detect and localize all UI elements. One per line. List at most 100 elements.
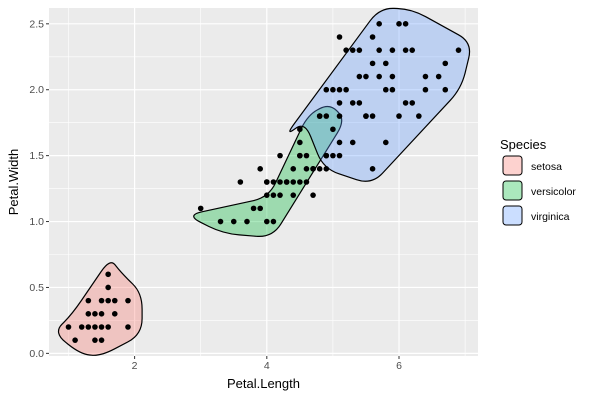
point-versicolor <box>217 218 224 225</box>
point-virginica <box>382 60 389 67</box>
point-virginica <box>455 47 462 53</box>
point-setosa <box>92 311 98 317</box>
legend-title: Species <box>500 137 547 152</box>
point-virginica <box>323 113 330 119</box>
point-setosa <box>92 324 98 330</box>
point-virginica <box>389 86 396 93</box>
point-virginica <box>402 47 409 53</box>
point-versicolor <box>297 152 303 159</box>
point-virginica <box>376 21 382 27</box>
point-versicolor <box>297 139 303 146</box>
point-virginica <box>389 73 396 80</box>
point-virginica <box>442 60 449 67</box>
point-versicolor <box>277 179 283 185</box>
legend-label-versicolor: versicolor <box>531 186 576 198</box>
point-versicolor <box>264 192 270 198</box>
point-setosa <box>125 324 131 330</box>
legend-key-virginica <box>502 205 523 226</box>
y-tick-label: 1.0 <box>29 216 44 228</box>
y-tick-label: 1.5 <box>29 150 44 162</box>
point-versicolor <box>277 192 283 198</box>
x-tick-label: 4 <box>264 360 270 372</box>
point-virginica <box>336 152 343 159</box>
point-versicolor <box>310 192 316 198</box>
point-versicolor <box>283 179 290 185</box>
point-virginica <box>402 100 409 106</box>
hull-virginica <box>289 7 471 182</box>
x-tick-label: 2 <box>132 360 138 372</box>
point-virginica <box>343 47 349 53</box>
legend-key-bg-virginica <box>502 205 523 226</box>
point-versicolor <box>297 179 303 185</box>
point-virginica <box>349 47 356 53</box>
point-virginica <box>382 139 389 146</box>
point-virginica <box>422 73 429 80</box>
point-virginica <box>349 100 356 106</box>
y-tick-label: 0.0 <box>29 348 44 360</box>
point-versicolor <box>257 205 263 212</box>
legend-label-virginica: virginica <box>531 211 570 223</box>
points-layer <box>65 21 462 343</box>
point-virginica <box>336 100 343 106</box>
point-virginica <box>336 113 343 119</box>
legend-key-versicolor <box>502 180 523 201</box>
point-versicolor <box>323 166 330 172</box>
point-versicolor <box>316 166 323 172</box>
point-virginica <box>422 86 429 93</box>
point-virginica <box>330 152 336 159</box>
y-axis: 0.0 0.5 1.0 1.5 2.0 2.5 <box>29 18 49 360</box>
point-setosa <box>105 324 111 330</box>
point-versicolor <box>323 152 330 159</box>
minor-grid <box>49 8 478 356</box>
point-versicolor <box>303 179 310 185</box>
y-tick-label: 2.0 <box>29 84 44 96</box>
point-versicolor <box>264 218 270 225</box>
x-axis-title: Petal.Length <box>227 376 300 391</box>
point-virginica <box>356 100 363 106</box>
point-versicolor <box>237 179 244 185</box>
legend-label-setosa: setosa <box>531 161 562 173</box>
point-versicolor <box>197 205 204 212</box>
y-tick-label: 2.5 <box>29 18 44 30</box>
point-virginica <box>369 60 376 67</box>
point-versicolor <box>303 152 310 159</box>
point-versicolor <box>336 139 343 146</box>
point-virginica <box>442 86 449 93</box>
point-versicolor <box>330 126 336 133</box>
point-virginica <box>389 47 396 53</box>
point-versicolor <box>277 152 283 159</box>
point-virginica <box>409 47 416 53</box>
point-virginica <box>356 47 363 53</box>
point-versicolor <box>290 166 297 172</box>
point-versicolor <box>310 166 316 172</box>
point-virginica <box>316 113 323 119</box>
point-virginica <box>416 113 422 119</box>
point-versicolor <box>257 166 263 172</box>
point-virginica <box>336 34 343 40</box>
point-setosa <box>105 284 111 291</box>
point-setosa <box>65 324 72 330</box>
point-virginica <box>336 86 343 93</box>
plot-panel <box>49 8 478 356</box>
point-virginica <box>396 113 402 119</box>
point-virginica <box>323 86 330 93</box>
point-versicolor <box>290 179 297 185</box>
point-versicolor <box>270 179 277 185</box>
legend-key-bg-setosa <box>502 155 523 176</box>
point-virginica <box>396 21 402 27</box>
point-setosa <box>85 297 92 304</box>
point-virginica <box>376 73 382 80</box>
point-setosa <box>85 324 92 330</box>
point-setosa <box>92 337 98 343</box>
point-versicolor <box>250 205 257 212</box>
point-setosa <box>98 311 105 317</box>
legend: Species setosa versicolor virginica <box>500 137 576 226</box>
point-virginica <box>369 113 376 119</box>
point-versicolor <box>270 192 277 198</box>
legend-key-setosa <box>502 155 523 176</box>
point-setosa <box>72 337 78 343</box>
point-versicolor <box>303 166 310 172</box>
point-setosa <box>98 324 105 330</box>
hull-setosa <box>57 262 143 356</box>
point-setosa <box>105 297 111 304</box>
